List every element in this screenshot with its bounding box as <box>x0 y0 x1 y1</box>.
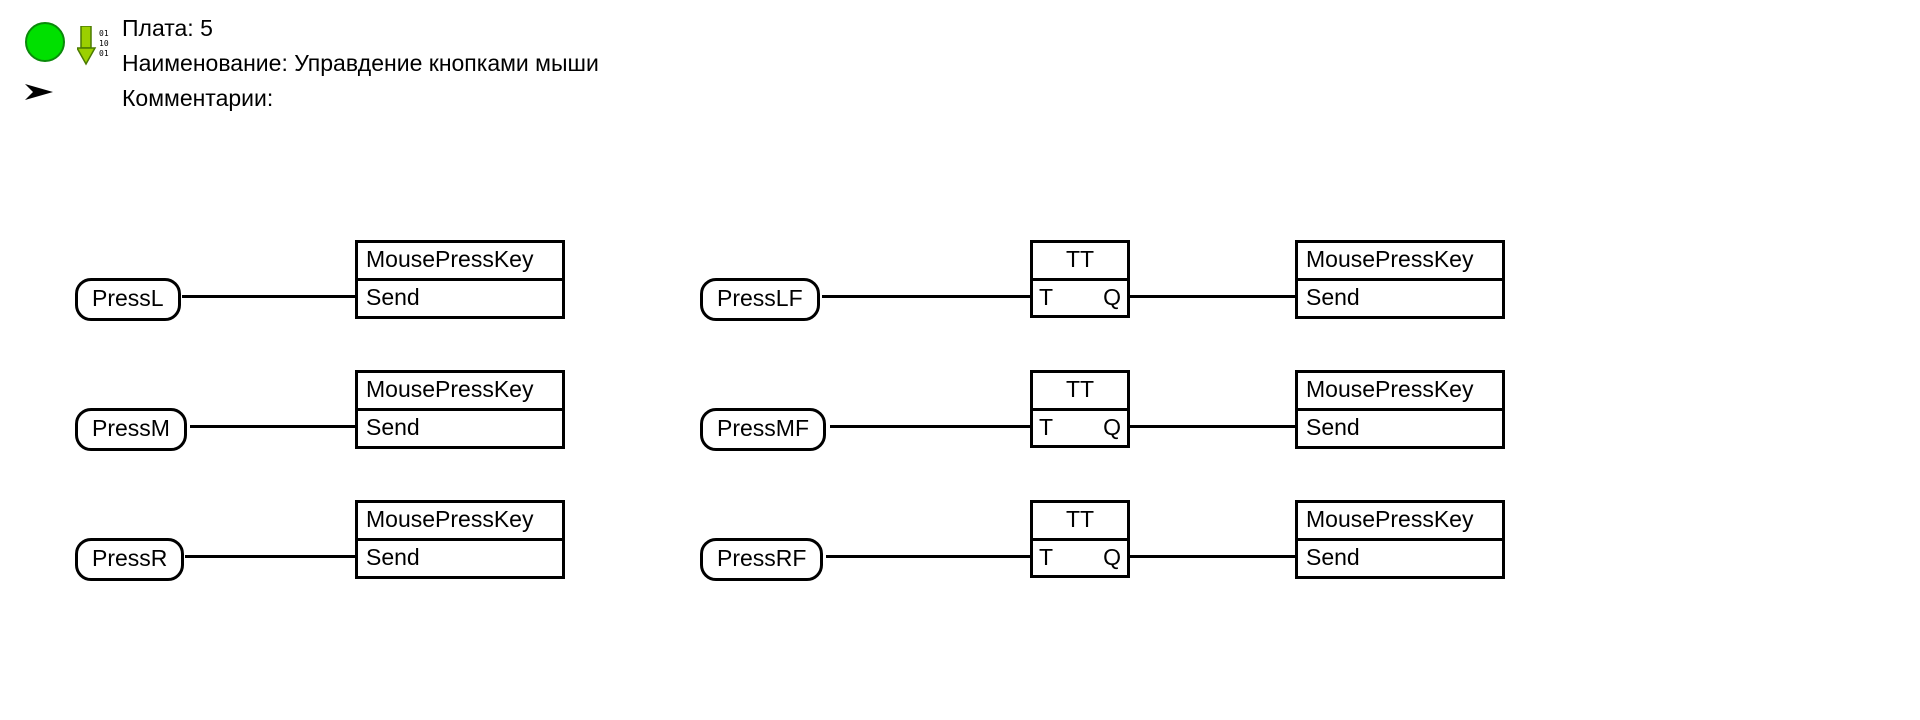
tt-in-port: T <box>1039 414 1053 441</box>
fb-port: Send <box>1298 541 1502 576</box>
wire <box>190 425 358 428</box>
header-name-value: Управдение кнопками мыши <box>294 50 599 76</box>
tt-out-port: Q <box>1103 284 1121 311</box>
header-line-1: Плата: 5 <box>122 15 213 42</box>
wire <box>826 555 1033 558</box>
tt-in-port: T <box>1039 284 1053 311</box>
svg-text:01: 01 <box>99 49 109 58</box>
fb-port: Send <box>358 541 562 576</box>
tt-title: TT <box>1033 243 1127 281</box>
tt-block[interactable]: TT T Q <box>1030 500 1130 578</box>
fb-title: MousePressKey <box>358 503 562 541</box>
header-name-label: Наименование: <box>122 50 288 76</box>
svg-text:10: 10 <box>99 39 109 48</box>
tt-block[interactable]: TT T Q <box>1030 370 1130 448</box>
wire <box>1130 425 1298 428</box>
wire <box>185 555 358 558</box>
function-block[interactable]: MousePressKey Send <box>355 370 565 449</box>
fb-title: MousePressKey <box>358 373 562 411</box>
tt-title: TT <box>1033 503 1127 541</box>
fb-title: MousePressKey <box>1298 243 1502 281</box>
svg-text:01: 01 <box>99 29 109 38</box>
tt-in-port: T <box>1039 544 1053 571</box>
fb-title: MousePressKey <box>1298 373 1502 411</box>
tt-out-port: Q <box>1103 414 1121 441</box>
function-block[interactable]: MousePressKey Send <box>355 500 565 579</box>
function-block[interactable]: MousePressKey Send <box>1295 500 1505 579</box>
pointer-arrow-icon <box>25 80 65 104</box>
fb-port: Send <box>358 281 562 316</box>
function-block[interactable]: MousePressKey Send <box>1295 240 1505 319</box>
tt-title: TT <box>1033 373 1127 411</box>
status-dot-icon <box>25 22 65 62</box>
header-comments-label: Комментарии: <box>122 85 273 111</box>
function-block[interactable]: MousePressKey Send <box>355 240 565 319</box>
fb-port: Send <box>358 411 562 446</box>
wire <box>830 425 1033 428</box>
input-tag[interactable]: PressR <box>75 538 184 581</box>
tt-out-port: Q <box>1103 544 1121 571</box>
wire <box>182 295 358 298</box>
header-line-2: Наименование: Управдение кнопками мыши <box>122 50 599 77</box>
wire <box>822 295 1033 298</box>
fb-port: Send <box>1298 411 1502 446</box>
fb-title: MousePressKey <box>358 243 562 281</box>
fb-title: MousePressKey <box>1298 503 1502 541</box>
header-line-3: Комментарии: <box>122 85 273 112</box>
input-tag[interactable]: PressRF <box>700 538 823 581</box>
header-plate-value: 5 <box>200 15 213 41</box>
header-plate-label: Плата: <box>122 15 194 41</box>
input-tag[interactable]: PressLF <box>700 278 820 321</box>
tt-block[interactable]: TT T Q <box>1030 240 1130 318</box>
fb-port: Send <box>1298 281 1502 316</box>
wire <box>1130 295 1298 298</box>
input-tag[interactable]: PressMF <box>700 408 826 451</box>
function-block[interactable]: MousePressKey Send <box>1295 370 1505 449</box>
data-arrow-icon: 01 10 01 <box>77 26 113 66</box>
input-tag[interactable]: PressL <box>75 278 181 321</box>
wire <box>1130 555 1298 558</box>
input-tag[interactable]: PressM <box>75 408 187 451</box>
